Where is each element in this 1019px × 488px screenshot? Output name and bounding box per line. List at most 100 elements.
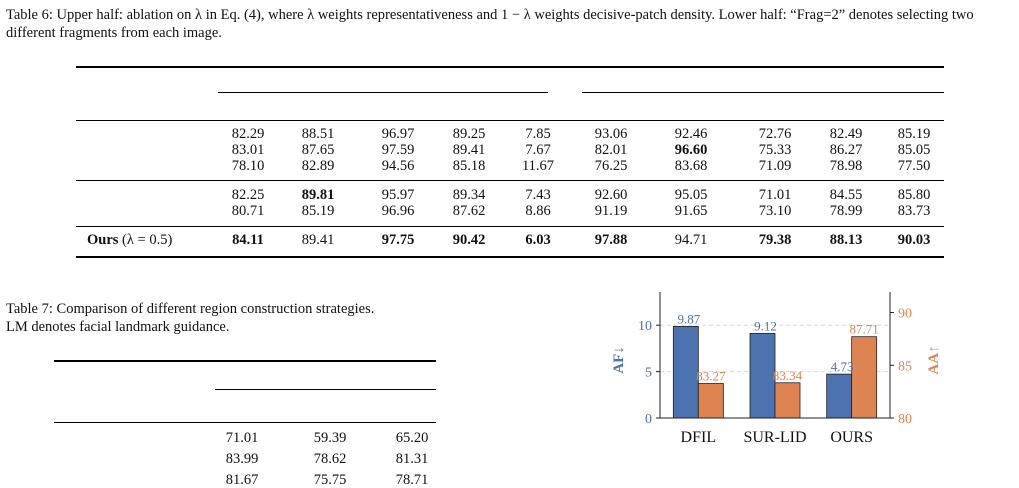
aa-bar: [697, 383, 724, 419]
table7-caption-line2: LM denotes facial landmark guidance.: [6, 319, 230, 335]
table6-caption: Table 6: Upper half: ablation on λ in Eq…: [6, 7, 974, 41]
table6-cell: 92.60: [594, 187, 628, 203]
aa-bar: [774, 382, 801, 419]
left-tick-label: 10: [638, 319, 652, 334]
table6-cell: 89.81: [301, 187, 335, 203]
table6-cell: 85.19: [301, 203, 335, 219]
table7-top-rule: [54, 360, 436, 362]
table6-cell: 94.56: [381, 158, 415, 174]
table6-cell: 92.46: [674, 126, 708, 142]
table6-cell: 89.25: [452, 126, 486, 142]
af-data-label: 4.73: [831, 359, 854, 374]
table6-cell: 72.76: [758, 126, 792, 142]
table6-cell: 83.73: [897, 203, 931, 219]
table6-cell: 82.01: [594, 142, 628, 158]
table6-cell: 7.85: [525, 126, 551, 142]
table6-cell: 80.71: [231, 203, 265, 219]
af-bar: [749, 332, 776, 419]
table6-cell: 83.68: [674, 158, 708, 174]
table6-cell: 87.62: [452, 203, 486, 219]
table6-header-rule: [76, 120, 944, 121]
table6-cell: 97.88: [594, 232, 628, 248]
table6-cell: 82.25: [231, 187, 265, 203]
table6-cell: 96.97: [381, 126, 415, 142]
table6-cell: 96.96: [381, 203, 415, 219]
table6-cell: 7.67: [525, 142, 551, 158]
table6-cell: 77.50: [897, 158, 931, 174]
table6-cell: 71.09: [758, 158, 792, 174]
table6-cell: 91.19: [594, 203, 628, 219]
right-tick-label: 80: [898, 412, 912, 427]
table6-bottom-rule: [76, 256, 944, 258]
table6-cell: 71.01: [758, 187, 792, 203]
table6-cell: 84.11: [232, 232, 264, 248]
table6-cell: 89.41: [301, 232, 335, 248]
table6-cell: 82.29: [231, 126, 265, 142]
table7-cell: 59.39: [313, 430, 347, 446]
table6-cell: 88.51: [301, 126, 335, 142]
table6-cell: 76.25: [594, 158, 628, 174]
table6-mid-rule: [76, 180, 944, 181]
table6-row-label: Ours (λ = 0.5): [87, 232, 172, 248]
table7-caption-line1: Table 7: Comparison of different region …: [6, 301, 375, 317]
right-tick-label: 85: [898, 359, 912, 374]
table6-cell: 87.65: [301, 142, 335, 158]
left-axis-label: AF↓: [611, 346, 627, 374]
x-tick-label: DFIL: [681, 429, 717, 446]
table6-row-label-ours: Ours: [87, 232, 119, 248]
left-tick-label: 5: [645, 366, 652, 381]
table6-cell: 73.10: [758, 203, 792, 219]
table6-cell: 84.55: [829, 187, 863, 203]
table6-cell: 78.99: [829, 203, 863, 219]
table7-caption: Table 7: Comparison of different region …: [6, 300, 496, 336]
table6-cell: 89.41: [452, 142, 486, 158]
table6-cell: 97.59: [381, 142, 415, 158]
table7-cell: 65.20: [395, 430, 429, 446]
table6-cell: 86.27: [829, 142, 863, 158]
aa-bar: [851, 336, 878, 419]
table6-cell: 8.86: [525, 203, 551, 219]
table6-cell: 90.42: [452, 232, 486, 248]
af-bar: [826, 373, 853, 419]
table6-cell: 85.18: [452, 158, 486, 174]
table6-cell: 85.19: [897, 126, 931, 142]
table7-cell: 78.62: [313, 451, 347, 467]
table6-cell: 95.97: [381, 187, 415, 203]
table7-header-rule: [54, 422, 436, 423]
right-tick-label: 90: [898, 307, 912, 322]
table6-cell: 11.67: [521, 158, 555, 174]
table6-cell: 82.89: [301, 158, 335, 174]
table6-cell: 7.43: [525, 187, 551, 203]
table7-cell: 83.99: [225, 451, 259, 467]
right-axis-label: AA↑: [926, 345, 942, 374]
table6-cell: 93.06: [594, 126, 628, 142]
table6-cell: 94.71: [674, 232, 708, 248]
table7-cell: 71.01: [225, 430, 259, 446]
table6-cell: 85.80: [897, 187, 931, 203]
table6-cell: 78.10: [231, 158, 265, 174]
table6-cell: 75.33: [758, 142, 792, 158]
af-data-label: 9.87: [677, 311, 700, 326]
table6-cell: 79.38: [758, 232, 792, 248]
af-data-label: 9.12: [754, 318, 777, 333]
table6-cell: 83.01: [231, 142, 265, 158]
table7-cell: 81.31: [395, 451, 429, 467]
x-tick-label: SUR-LID: [743, 429, 806, 446]
x-tick-label: OURS: [830, 429, 873, 446]
table6-ours-rule: [76, 226, 944, 227]
table6-cell: 82.49: [829, 126, 863, 142]
table6-cell: 97.75: [381, 232, 415, 248]
table6-cell: 90.03: [897, 232, 931, 248]
table6-cell: 88.13: [829, 232, 863, 248]
table6-cell: 85.05: [897, 142, 931, 158]
table6-cell: 95.05: [674, 187, 708, 203]
table6-cell: 78.98: [829, 158, 863, 174]
table6-cell: 96.60: [674, 142, 708, 158]
aa-data-label: 87.71: [850, 322, 879, 337]
aa-data-label: 83.27: [696, 369, 726, 384]
table6-group-rule-incremental: [218, 92, 548, 93]
table6-row-label-lambda: (λ = 0.5): [118, 232, 173, 248]
table6-group-rule-cross: [582, 92, 944, 93]
af-bar: [672, 326, 699, 419]
